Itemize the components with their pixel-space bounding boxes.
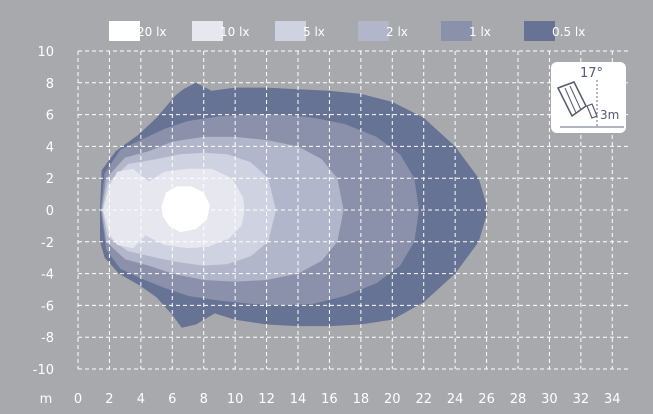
lamp-icon [556,81,598,119]
x-tick-label: 24 [447,392,464,407]
legend-swatch [441,21,472,41]
y-tick-label: 10 [37,45,54,60]
x-tick-label: 34 [604,392,621,407]
x-tick-label: 8 [200,392,208,407]
x-axis-ticks: 0 2 4 6 8 10 12 14 16 18 20 22 24 26 28 30 32 34 [74,392,621,407]
legend-label: 0.5 lx [552,25,585,39]
y-tick-label: 6 [46,109,54,124]
legend-swatch [275,21,306,41]
grid-lines [77,50,628,370]
legend-swatch [358,21,389,41]
x-tick-label: 6 [168,392,176,407]
y-axis-ticks: 10 8 6 4 2 0 -2 -4 -6 -8 -10 [33,45,54,378]
legend-label: 5 lx [303,25,325,39]
contour-20-lx [161,186,210,233]
x-tick-label: 20 [384,392,401,407]
x-tick-label: 32 [573,392,590,407]
x-unit-label: m [40,392,53,407]
inset-box [551,62,626,133]
x-tick-label: 0 [74,392,82,407]
legend-label: 20 lx [137,25,167,39]
y-tick-label: -8 [41,331,54,346]
x-tick-label: 18 [353,392,370,407]
x-tick-label: 26 [478,392,495,407]
x-tick-label: 12 [258,392,275,407]
x-tick-label: 22 [415,392,432,407]
x-tick-label: 16 [321,392,338,407]
legend-label: 10 lx [220,25,250,39]
y-tick-label: 2 [46,172,54,187]
y-tick-label: 4 [46,140,54,155]
legend-label: 1 lx [469,25,491,39]
x-tick-label: 10 [227,392,244,407]
mounting-inset: 17° 3m [551,62,626,133]
y-tick-label: -4 [41,268,54,283]
legend-swatch [192,21,223,41]
y-tick-label: -2 [41,236,54,251]
x-tick-label: 28 [510,392,527,407]
x-tick-label: 2 [105,392,113,407]
y-tick-label: -10 [33,363,54,378]
legend-label: 2 lx [386,25,408,39]
x-tick-label: 14 [290,392,307,407]
x-tick-label: 4 [137,392,145,407]
y-tick-label: 8 [46,77,54,92]
y-tick-label: 0 [46,204,54,219]
legend-swatch [109,21,140,41]
y-tick-label: -6 [41,299,54,314]
x-tick-label: 30 [541,392,558,407]
legend-swatch [524,21,555,41]
inset-height-label: 3m [600,108,619,122]
legend: 20 lx 10 lx 5 lx 2 lx 1 lx 0.5 lx [109,21,585,41]
inset-angle-label: 17° [580,66,603,81]
contour-layers [100,82,489,328]
